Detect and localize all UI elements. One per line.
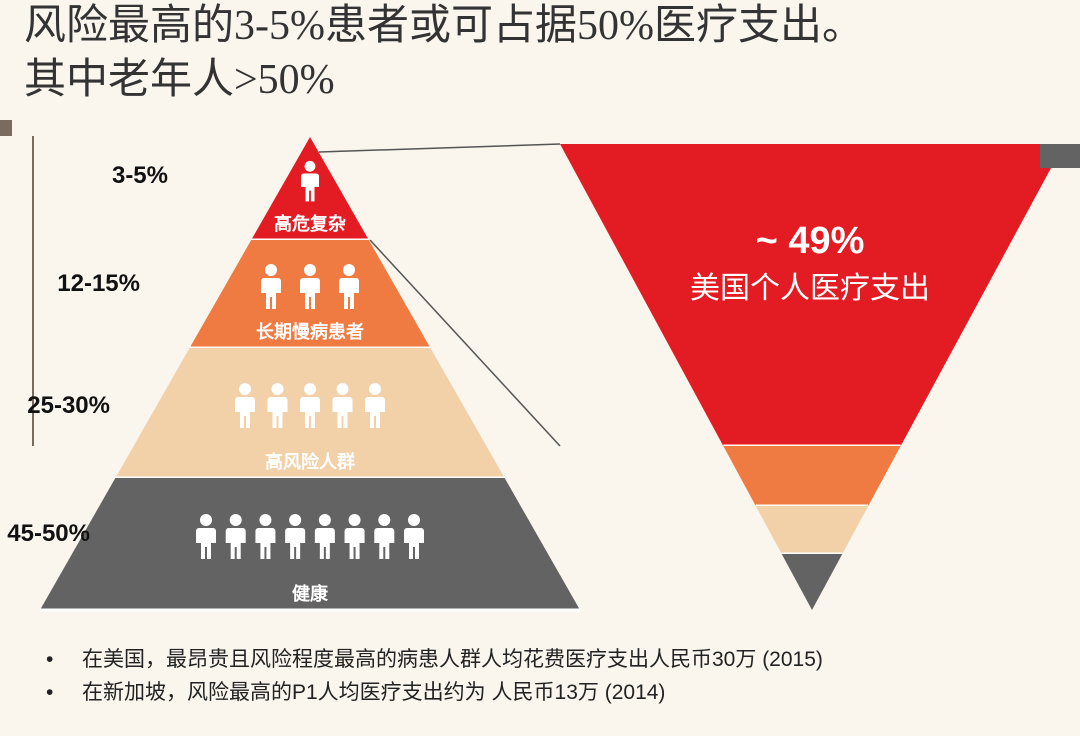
bullet-dot-icon: • bbox=[46, 643, 82, 677]
footnote-2: • 在新加坡，风险最高的P1人均医疗支出约为 人民币13万 (2014) bbox=[46, 676, 823, 710]
inverted-highlight: ~ 49% 美国个人医疗支出 bbox=[630, 220, 990, 307]
pct-label-tier-4: 45-50% bbox=[0, 520, 90, 548]
svg-text:健康: 健康 bbox=[292, 583, 329, 604]
svg-text:高风险人群: 高风险人群 bbox=[265, 451, 355, 472]
inverted-sub: 美国个人医疗支出 bbox=[630, 263, 990, 307]
pct-label-tier-1: 3-5% bbox=[38, 162, 168, 190]
footnote-2-text: 在新加坡，风险最高的P1人均医疗支出约为 人民币13万 (2014) bbox=[82, 676, 665, 710]
bullet-dot-icon: • bbox=[46, 676, 82, 710]
inverted-pct: ~ 49% bbox=[630, 220, 990, 263]
pct-label-tier-3: 25-30% bbox=[0, 392, 110, 420]
footnote-1: • 在美国，最昂贵且风险程度最高的病患人群人均花费医疗支出人民币30万 (201… bbox=[46, 643, 823, 677]
svg-text:长期慢病患者: 长期慢病患者 bbox=[256, 321, 364, 342]
svg-text:高危复杂: 高危复杂 bbox=[274, 213, 346, 234]
pct-label-tier-2: 12-15% bbox=[10, 270, 140, 298]
footnotes: • 在美国，最昂贵且风险程度最高的病患人群人均花费医疗支出人民币30万 (201… bbox=[46, 643, 823, 710]
footnote-1-text: 在美国，最昂贵且风险程度最高的病患人群人均花费医疗支出人民币30万 (2015) bbox=[82, 643, 823, 677]
pyramids-svg: 高危复杂长期慢病患者高风险人群健康 bbox=[0, 0, 1080, 736]
